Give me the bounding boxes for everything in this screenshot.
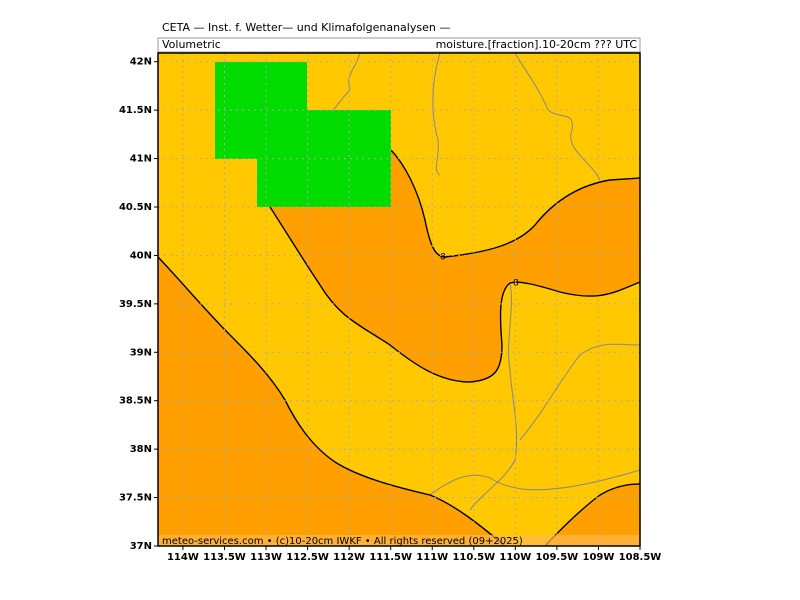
river xyxy=(519,343,641,441)
x-tick-label: 109.5W xyxy=(536,552,579,563)
y-tick-label: 38N xyxy=(130,444,152,455)
y-tick-label: 37.5N xyxy=(119,493,152,504)
x-tick-label: 112W xyxy=(333,552,365,563)
x-tick-label: 113.5W xyxy=(203,552,246,563)
y-tick-label: 41N xyxy=(130,154,152,165)
river xyxy=(469,282,518,511)
subtitle-box xyxy=(157,37,641,53)
river xyxy=(514,52,601,181)
river xyxy=(432,52,441,176)
map-area: 8 8 meteo-services.com • (c)10-20cm IWKF… xyxy=(157,52,641,547)
y-tick-label: 39N xyxy=(130,347,152,358)
x-tick-label: 114W xyxy=(167,552,199,563)
x-tick-label: 108.5W xyxy=(619,552,662,563)
subtitle-left: Volumetric xyxy=(162,38,221,51)
x-tick-label: 111W xyxy=(416,552,448,563)
border-line xyxy=(429,469,641,496)
x-tick-label: 109W xyxy=(582,552,614,563)
y-tick-label: 39.5N xyxy=(119,299,152,310)
field-orange xyxy=(270,150,640,382)
y-tick-label: 41.5N xyxy=(119,105,152,116)
y-tick-label: 37N xyxy=(130,541,152,552)
y-tick-label: 38.5N xyxy=(119,396,152,407)
y-tick-label: 40.5N xyxy=(119,202,152,213)
title: CETA — Inst. f. Wetter— und Klimafolgena… xyxy=(162,21,450,34)
border-line xyxy=(329,52,361,113)
subtitle-right: moisture.[fraction].10-20cm ??? UTC xyxy=(436,38,638,51)
grid xyxy=(158,53,641,547)
contour-line xyxy=(269,206,641,383)
field-green xyxy=(215,62,391,207)
x-tick-label: 112.5W xyxy=(286,552,329,563)
x-tick-label: 113W xyxy=(250,552,282,563)
contour-label: 8 xyxy=(513,279,519,289)
contour-line xyxy=(544,483,641,547)
contour-label: 8 xyxy=(440,253,446,263)
y-tick-label: 40N xyxy=(130,250,152,261)
field-orange xyxy=(158,257,505,546)
frame xyxy=(157,52,641,547)
field-orange xyxy=(545,484,640,546)
x-tick-label: 111.5W xyxy=(369,552,412,563)
x-tick-label: 110W xyxy=(499,552,531,563)
y-tick-label: 42N xyxy=(130,57,152,68)
footer-band xyxy=(158,535,640,546)
x-tick-label: 110.5W xyxy=(452,552,495,563)
footer: meteo-services.com • (c)10-20cm IWKF • A… xyxy=(162,536,523,547)
